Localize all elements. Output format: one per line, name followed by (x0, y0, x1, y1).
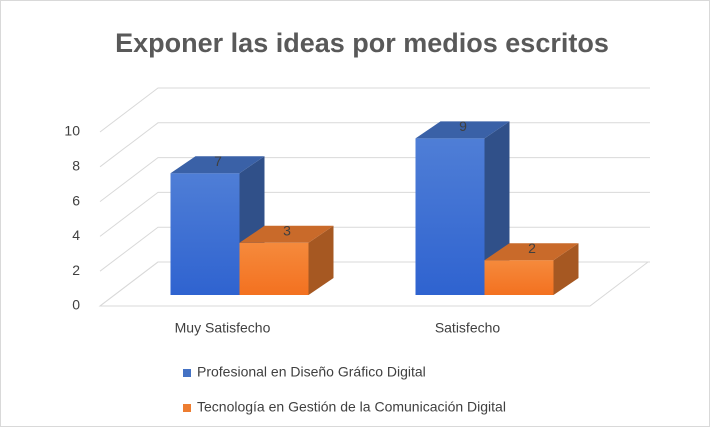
data-label: 9 (459, 118, 467, 134)
data-label: 3 (283, 223, 291, 239)
legend-swatch (183, 404, 191, 412)
bar-top (170, 156, 265, 174)
y-tick-label: 2 (72, 262, 80, 278)
bar (484, 260, 554, 295)
bar (415, 138, 485, 295)
bar-side (553, 243, 579, 295)
x-tick-label: Satisfecho (435, 320, 501, 336)
legend-label: Profesional en Diseño Gráfico Digital (197, 364, 426, 380)
data-label: 2 (528, 240, 536, 256)
grid-line (99, 87, 650, 133)
bar (239, 242, 309, 295)
x-tick-label: Muy Satisfecho (175, 320, 271, 336)
bar (170, 173, 240, 295)
y-tick-label: 4 (72, 227, 80, 243)
legend-label: Tecnología en Gestión de la Comunicación… (197, 399, 506, 415)
bar-top (239, 225, 334, 243)
bar-top (415, 121, 510, 139)
y-tick-label: 6 (72, 192, 80, 208)
chart-title: Exponer las ideas por medios escritos (115, 28, 609, 58)
bar-side (308, 225, 334, 295)
data-label: 7 (214, 153, 222, 169)
y-tick-label: 0 (72, 297, 80, 313)
legend-swatch (183, 369, 191, 377)
bar-top (484, 243, 579, 261)
y-tick-label: 8 (72, 158, 80, 174)
y-tick-label: 10 (64, 123, 80, 139)
